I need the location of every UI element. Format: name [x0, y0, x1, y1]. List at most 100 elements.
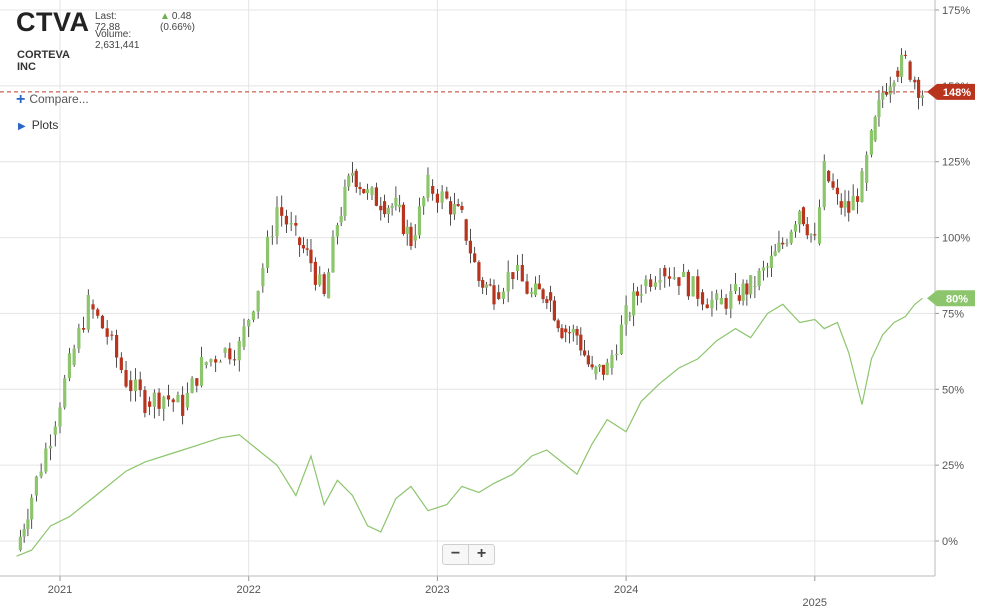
candle-up	[261, 267, 265, 287]
last-price: Last: 72.88	[95, 11, 121, 33]
candle-down	[520, 265, 524, 282]
candle-down	[575, 328, 579, 336]
candle-down	[903, 54, 907, 56]
candle-down	[552, 300, 556, 321]
candle-down	[305, 248, 309, 250]
zoom-in-button[interactable]: +	[476, 545, 487, 562]
candle-down	[464, 219, 468, 241]
candle-down	[409, 226, 413, 247]
candle-down	[582, 350, 587, 356]
candle-up	[658, 279, 662, 283]
candle-up	[484, 284, 489, 288]
candle-down	[313, 261, 317, 285]
candle-up	[719, 298, 723, 305]
candle-up	[865, 154, 869, 183]
candle-up	[877, 99, 881, 118]
candle-up	[843, 201, 847, 208]
candle-down	[511, 272, 515, 280]
y-tick-label: 100%	[942, 233, 970, 245]
candle-down	[696, 276, 700, 299]
candle-up	[729, 291, 733, 309]
candle-up	[347, 175, 351, 187]
candle-up	[331, 236, 335, 273]
candle-up	[615, 353, 619, 356]
comparison-line	[16, 297, 923, 557]
candle-down	[379, 205, 383, 211]
volume: Volume: 2,631,441	[95, 29, 140, 51]
plots-toggle[interactable]: ▶ Plots	[18, 118, 58, 132]
candle-down	[374, 187, 378, 206]
candle-down	[445, 191, 449, 199]
candle-down	[284, 215, 289, 225]
candle-up	[218, 361, 222, 363]
candle-up	[533, 283, 538, 296]
candle-up	[605, 362, 609, 375]
candle-up	[501, 291, 506, 299]
candle-up	[343, 186, 347, 216]
candle-down	[586, 355, 590, 365]
candle-down	[477, 262, 481, 281]
candle-up	[757, 270, 761, 287]
y-tick-label: 50%	[942, 384, 964, 396]
candle-down	[214, 359, 218, 363]
candle-up	[390, 205, 394, 208]
candle-up	[653, 282, 657, 287]
candle-down	[91, 304, 95, 310]
candle-up	[22, 529, 26, 537]
candle-down	[549, 292, 553, 301]
candle-up	[881, 92, 885, 100]
candle-up	[632, 291, 636, 316]
compare-label: Compare...	[29, 92, 89, 106]
candle-down	[537, 283, 541, 290]
candle-up	[571, 328, 575, 333]
candle-down	[473, 253, 477, 263]
candle-up	[242, 326, 246, 347]
candle-down	[481, 280, 485, 288]
y-tick-label: 75%	[942, 308, 964, 320]
candle-up	[386, 207, 390, 215]
candle-up	[761, 267, 765, 271]
candle-up	[63, 378, 67, 408]
triangle-right-icon: ▶	[18, 121, 26, 132]
candle-down	[831, 181, 835, 188]
value-badge	[927, 83, 975, 100]
candle-up	[318, 274, 322, 285]
candle-up	[900, 54, 904, 77]
candle-down	[358, 186, 362, 190]
candle-up	[185, 392, 189, 408]
candle-up	[58, 407, 62, 427]
candle-down	[908, 61, 912, 80]
candle-down	[138, 379, 142, 391]
candle-up	[920, 95, 924, 98]
candle-down	[805, 224, 809, 236]
candle-down	[124, 370, 128, 387]
candle-up	[598, 364, 602, 368]
candle-up	[628, 315, 632, 317]
candle-up	[422, 197, 426, 207]
candle-down	[354, 170, 358, 187]
zoom-out-button[interactable]: −	[443, 545, 469, 564]
candle-down	[525, 281, 529, 294]
candle-up	[506, 272, 510, 292]
candle-down	[700, 292, 705, 305]
candle-up	[133, 379, 138, 392]
candle-up	[594, 367, 598, 375]
candle-down	[855, 196, 860, 202]
candle-down	[456, 204, 460, 206]
candle-down	[827, 170, 831, 182]
candle-up	[715, 293, 719, 300]
candle-up	[809, 234, 813, 236]
candle-up	[682, 271, 686, 278]
y-tick-label: 0%	[942, 536, 958, 548]
value-badge-label: 148%	[943, 87, 971, 99]
candle-down	[435, 193, 439, 203]
candle-down	[847, 201, 851, 213]
candle-down	[129, 380, 133, 392]
candle-up	[209, 359, 213, 363]
compare-button[interactable]: + Compare...	[16, 90, 89, 108]
candle-up	[72, 348, 76, 366]
candle-down	[916, 79, 921, 98]
candle-up	[350, 172, 355, 176]
candle-up	[773, 251, 777, 256]
